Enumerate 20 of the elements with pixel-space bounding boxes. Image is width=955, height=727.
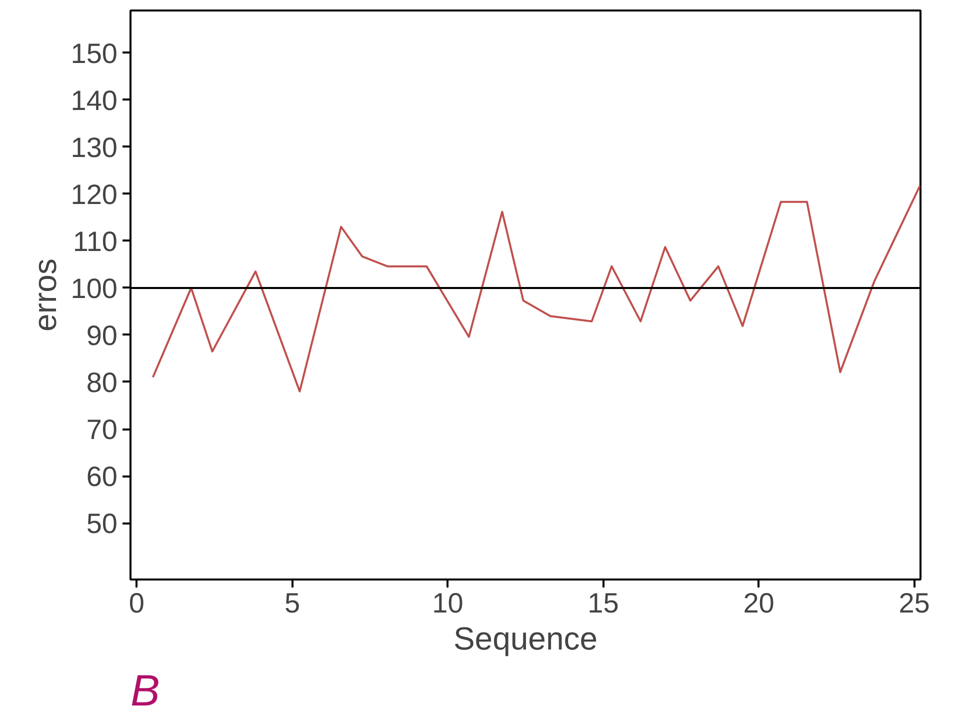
x-tick-label: 10 [432, 588, 464, 618]
y-axis-title: erros [26, 258, 63, 332]
text: B [130, 666, 160, 716]
y-tick-label: 150 [70, 38, 118, 69]
y-tick-label: 70 [86, 414, 118, 446]
y-tick-label: 110 [72, 226, 118, 257]
y-tick-label: 130 [70, 132, 118, 163]
y-tick-label: 80 [86, 366, 118, 398]
x-tick-label: 25 [898, 588, 930, 618]
x-axis-title: Sequence [453, 620, 598, 656]
x-tick-label: 0 [128, 588, 145, 618]
y-tick-label: 50 [86, 508, 118, 540]
y-tick-label: 100 [70, 272, 118, 304]
y-tick-label: 140 [70, 84, 118, 116]
x-tick-label: 15 [588, 588, 619, 618]
y-tick-label: 90 [86, 320, 118, 351]
x-tick-label: 20 [743, 588, 774, 618]
x-tick-label: 5 [284, 588, 300, 618]
y-tick-label: 60 [86, 461, 118, 492]
y-tick-label: 120 [70, 178, 118, 210]
